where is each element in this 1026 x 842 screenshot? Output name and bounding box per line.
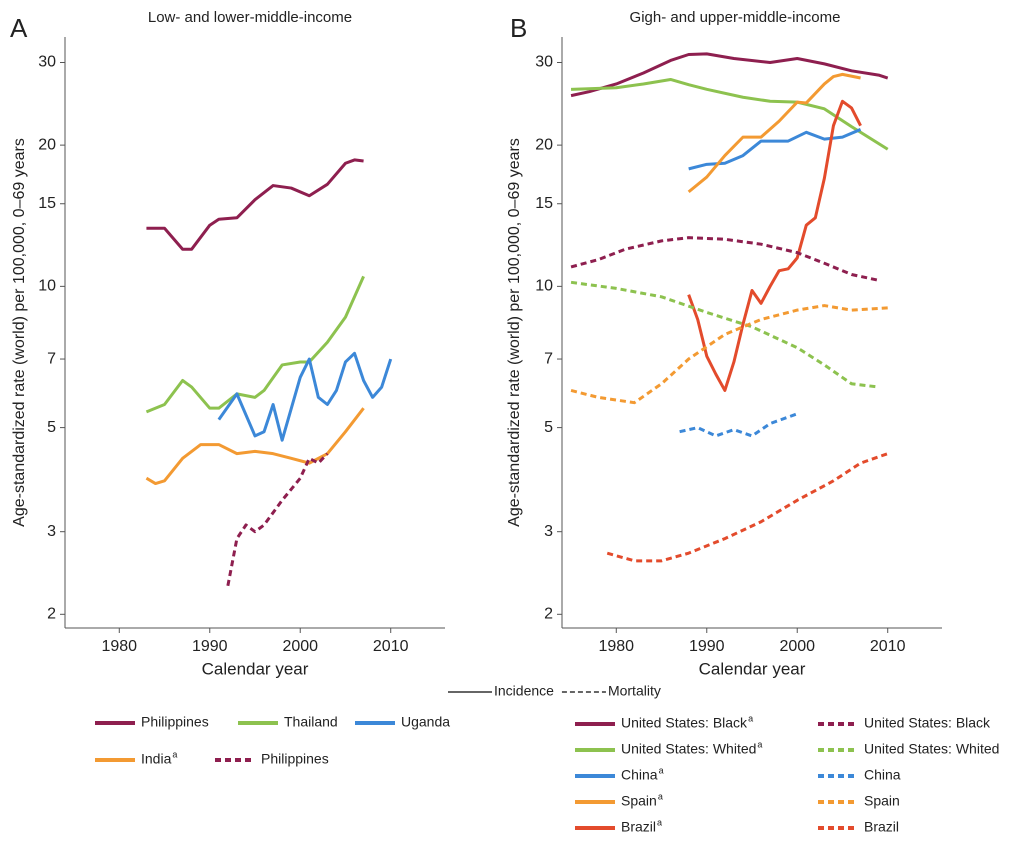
series-line	[679, 412, 798, 438]
legend-label: Philippines	[261, 751, 329, 767]
y-axis-label: Age-standardized rate (world) per 100,00…	[11, 138, 28, 527]
chart-title: Low- and lower-middle-income	[148, 9, 352, 26]
y-tick-label: 20	[38, 136, 56, 153]
x-tick-label: 2010	[870, 638, 906, 655]
y-tick-label: 5	[544, 419, 553, 436]
y-axis-label: Age-standardized rate (world) per 100,00…	[506, 138, 523, 527]
style-label: Incidence	[494, 683, 554, 699]
series-line	[570, 304, 888, 405]
legend-label: United States: Black	[864, 715, 991, 731]
legend-label: India	[141, 751, 172, 767]
x-tick-label: 2000	[779, 638, 815, 655]
legend-label: Spain	[621, 793, 657, 809]
series-line	[146, 158, 364, 251]
legend-label: China	[621, 767, 658, 783]
legend-note: a	[657, 817, 662, 827]
x-tick-label: 1990	[192, 638, 228, 655]
series-line	[226, 452, 329, 587]
legend-note: a	[757, 739, 762, 749]
y-tick-label: 2	[47, 606, 56, 623]
series-line	[217, 351, 393, 442]
x-axis-label: Calendar year	[699, 659, 806, 678]
series-line	[145, 275, 365, 414]
y-tick-label: 5	[47, 419, 56, 436]
x-tick-label: 1980	[101, 638, 137, 655]
legend-label: Spain	[864, 793, 900, 809]
legend-label: Uganda	[401, 714, 450, 730]
panel-label: A	[10, 13, 28, 43]
legend-label: Brazil	[864, 819, 899, 835]
y-tick-label: 10	[38, 278, 56, 295]
series-line	[687, 72, 861, 194]
style-label: Mortality	[608, 683, 661, 699]
y-tick-label: 2	[544, 606, 553, 623]
legend-note: a	[748, 713, 753, 723]
y-tick-label: 30	[535, 54, 553, 71]
y-tick-label: 15	[38, 195, 56, 212]
series-line	[570, 236, 879, 282]
legend-label: United States: Black	[621, 715, 748, 731]
series-line	[570, 77, 889, 151]
legend-label: Philippines	[141, 714, 209, 730]
legend-note: a	[172, 749, 177, 759]
x-tick-label: 1980	[598, 638, 634, 655]
y-tick-label: 7	[47, 350, 56, 367]
y-tick-label: 15	[535, 195, 553, 212]
x-tick-label: 2000	[282, 638, 318, 655]
legend-label: China	[864, 767, 901, 783]
legend-label: Thailand	[284, 714, 338, 730]
series-line	[606, 452, 889, 563]
y-tick-label: 20	[535, 136, 553, 153]
legend-label: Brazil	[621, 819, 656, 835]
series-line	[570, 52, 889, 98]
y-tick-label: 10	[535, 278, 553, 295]
y-tick-label: 3	[47, 523, 56, 540]
x-axis-label: Calendar year	[202, 659, 309, 678]
x-tick-label: 1990	[689, 638, 725, 655]
x-tick-label: 2010	[373, 638, 409, 655]
panel-label: B	[510, 13, 527, 43]
legend-note: a	[658, 791, 663, 801]
series-line	[570, 280, 879, 389]
series-line	[145, 407, 365, 486]
legend-label: United States: Whited	[864, 741, 999, 757]
y-tick-label: 30	[38, 54, 56, 71]
legend-label: United States: Whited	[621, 741, 756, 757]
chart-title: Gigh- and upper-middle-income	[630, 9, 841, 26]
y-tick-label: 7	[544, 350, 553, 367]
series-line	[687, 99, 862, 392]
legend-note: a	[659, 765, 664, 775]
series-line	[688, 128, 862, 171]
y-tick-label: 3	[544, 523, 553, 540]
